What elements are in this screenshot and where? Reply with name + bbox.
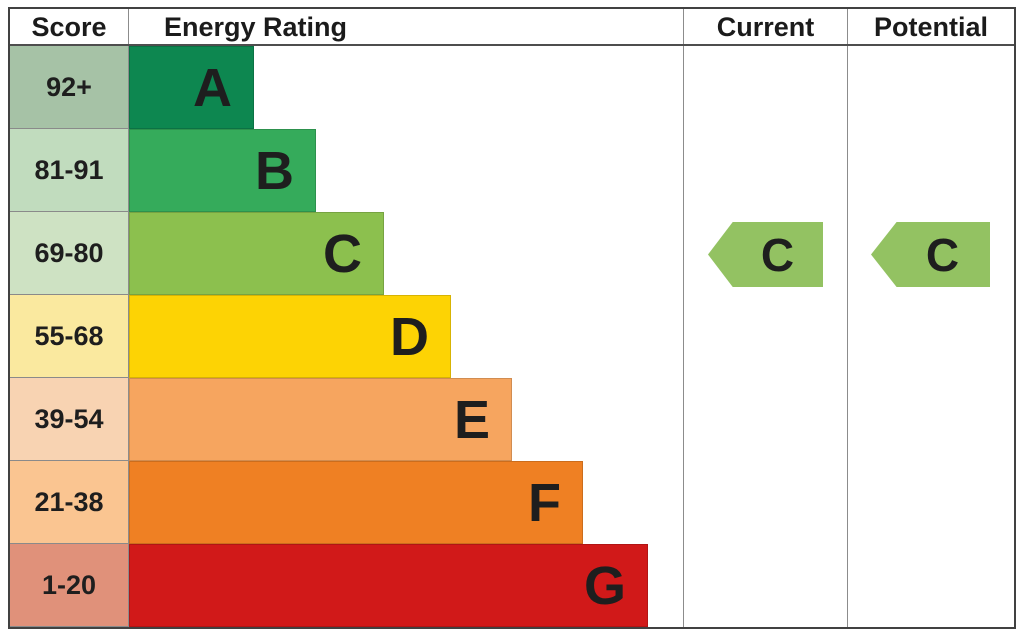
energy-rating-column-header: Energy Rating <box>164 11 348 42</box>
rating-bar-b: B <box>129 129 316 212</box>
potential-column-divider <box>847 9 848 627</box>
rating-bar-d: D <box>129 295 451 378</box>
score-cell-f: 21-38 <box>10 461 128 544</box>
potential-column-header: Potential <box>873 11 988 42</box>
current-column-header: Current <box>716 11 815 42</box>
score-cell-d: 55-68 <box>10 295 128 378</box>
header-divider <box>10 44 1014 46</box>
score-column-divider <box>128 9 129 627</box>
score-cell-g: 1-20 <box>10 544 128 627</box>
current-column-divider <box>683 9 684 627</box>
rating-bar-c: C <box>129 212 384 295</box>
potential-rating-arrow: C <box>871 222 990 287</box>
score-column-header: Score <box>31 11 107 42</box>
score-cell-c: 69-80 <box>10 212 128 295</box>
rating-bar-a: A <box>129 46 254 129</box>
rating-bar-f: F <box>129 461 583 544</box>
rating-bar-e: E <box>129 378 512 461</box>
score-cell-b: 81-91 <box>10 129 128 212</box>
current-rating-arrow: C <box>708 222 823 287</box>
score-cell-a: 92+ <box>10 46 128 129</box>
rating-bar-g: G <box>129 544 648 627</box>
chart-frame <box>8 7 1016 629</box>
score-cell-e: 39-54 <box>10 378 128 461</box>
